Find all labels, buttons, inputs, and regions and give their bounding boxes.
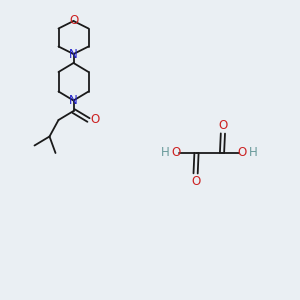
- Text: O: O: [218, 118, 227, 132]
- Text: H: H: [248, 146, 257, 160]
- Text: H: H: [160, 146, 169, 160]
- Text: O: O: [171, 146, 180, 160]
- Text: N: N: [69, 47, 78, 61]
- Text: O: O: [69, 14, 78, 28]
- Text: O: O: [191, 175, 200, 188]
- Text: O: O: [238, 146, 247, 160]
- Text: N: N: [69, 94, 78, 107]
- Text: O: O: [91, 112, 100, 126]
